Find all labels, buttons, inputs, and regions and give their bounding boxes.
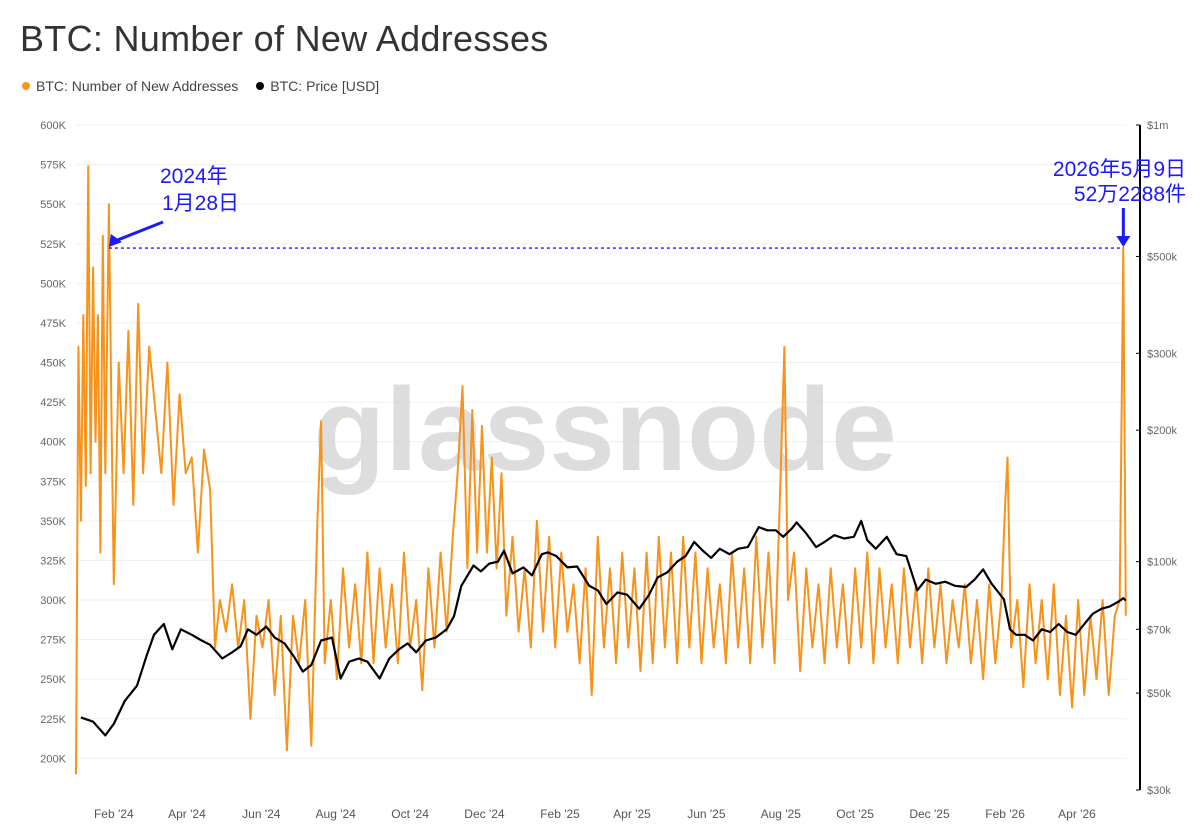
legend-dot-black <box>256 82 265 90</box>
y-right-tick-label: $70k <box>1147 624 1171 636</box>
x-tick-label: Apr '25 <box>613 807 651 821</box>
series-line-price <box>80 519 1127 737</box>
annotation-right-line2: 52万2288件 <box>1074 183 1186 206</box>
x-tick-label: Oct '25 <box>836 807 874 821</box>
x-tick-label: Oct '24 <box>391 807 429 821</box>
x-axis: Feb '24 Apr '24 Jun '24 Aug '24 Oct '24 Dec '… <box>94 807 1096 821</box>
y-left-tick-label: 475K <box>40 318 66 330</box>
arrow-left-head <box>108 234 122 248</box>
x-tick-label: Jun '25 <box>687 807 726 821</box>
series-group <box>75 165 1127 775</box>
legend-item-price[interactable]: BTC: Price [USD] <box>256 78 379 94</box>
x-tick-label: Aug '25 <box>761 807 802 821</box>
x-tick-label: Dec '25 <box>909 807 950 821</box>
y-left-tick-label: 350K <box>40 516 66 528</box>
x-tick-label: Apr '24 <box>168 807 206 821</box>
arrow-left-shaft <box>114 220 164 243</box>
page-title: BTC: Number of New Addresses <box>20 18 549 59</box>
y-right-tick-label: $200k <box>1147 425 1177 437</box>
y-left-tick-label: 600K <box>40 120 66 132</box>
x-tick-label: Feb '25 <box>540 807 580 821</box>
annotation-left-line1: 2024年 <box>160 165 228 188</box>
x-tick-label: Feb '24 <box>94 807 134 821</box>
y-left-tick-label: 225K <box>40 714 66 726</box>
y-left-tick-label: 500K <box>40 278 66 290</box>
legend: BTC: Number of New Addresses BTC: Price … <box>22 78 379 94</box>
legend-item-new-addresses[interactable]: BTC: Number of New Addresses <box>22 78 238 94</box>
x-tick-label: Dec '24 <box>464 807 505 821</box>
y-left-tick-label: 575K <box>40 160 66 172</box>
legend-label-price: BTC: Price [USD] <box>270 78 380 94</box>
y-left-tick-label: 525K <box>40 239 66 251</box>
y-left-tick-label: 375K <box>40 476 66 488</box>
x-tick-label: Aug '24 <box>316 807 357 821</box>
y-left-tick-label: 300K <box>40 595 66 607</box>
y-right-tick-label: $50k <box>1147 688 1171 700</box>
y-right-tick-label: $300k <box>1147 348 1177 360</box>
y-left-tick-label: 275K <box>40 635 66 647</box>
series-line-new-addresses <box>75 165 1127 775</box>
y-axis-left: 600K 575K 550K 525K 500K 475K 450K 425K 400K 375K… <box>40 120 66 765</box>
y-left-tick-label: 425K <box>40 397 66 409</box>
arrow-right-head <box>1116 236 1131 248</box>
y-left-tick-label: 550K <box>40 199 66 211</box>
x-tick-label: Jun '24 <box>242 807 281 821</box>
y-right-tick-label: $30k <box>1147 785 1171 797</box>
y-left-tick-label: 400K <box>40 437 66 449</box>
y-right-tick-label: $100k <box>1147 557 1177 569</box>
legend-label-new-addresses: BTC: Number of New Addresses <box>36 78 239 94</box>
y-right-tick-label: $500k <box>1147 251 1177 263</box>
y-right-tick-label: $1m <box>1147 120 1168 132</box>
grid-lines <box>76 124 1127 759</box>
y-axis-right: $1m $500k $300k $200k $100k $70k $50k $30k <box>1136 120 1177 797</box>
y-left-tick-label: 325K <box>40 555 66 567</box>
annotation-right-line1: 2026年5月9日 <box>1053 158 1186 181</box>
x-tick-label: Feb '26 <box>985 807 1025 821</box>
y-left-tick-label: 450K <box>40 358 66 370</box>
annotation-left-line2: 1月28日 <box>162 192 239 215</box>
legend-dot-orange <box>22 82 30 90</box>
y-left-tick-label: 250K <box>40 674 66 686</box>
y-left-tick-label: 200K <box>40 753 66 765</box>
x-tick-label: Apr '26 <box>1058 807 1096 821</box>
watermark-logo: glassnode <box>313 364 897 496</box>
